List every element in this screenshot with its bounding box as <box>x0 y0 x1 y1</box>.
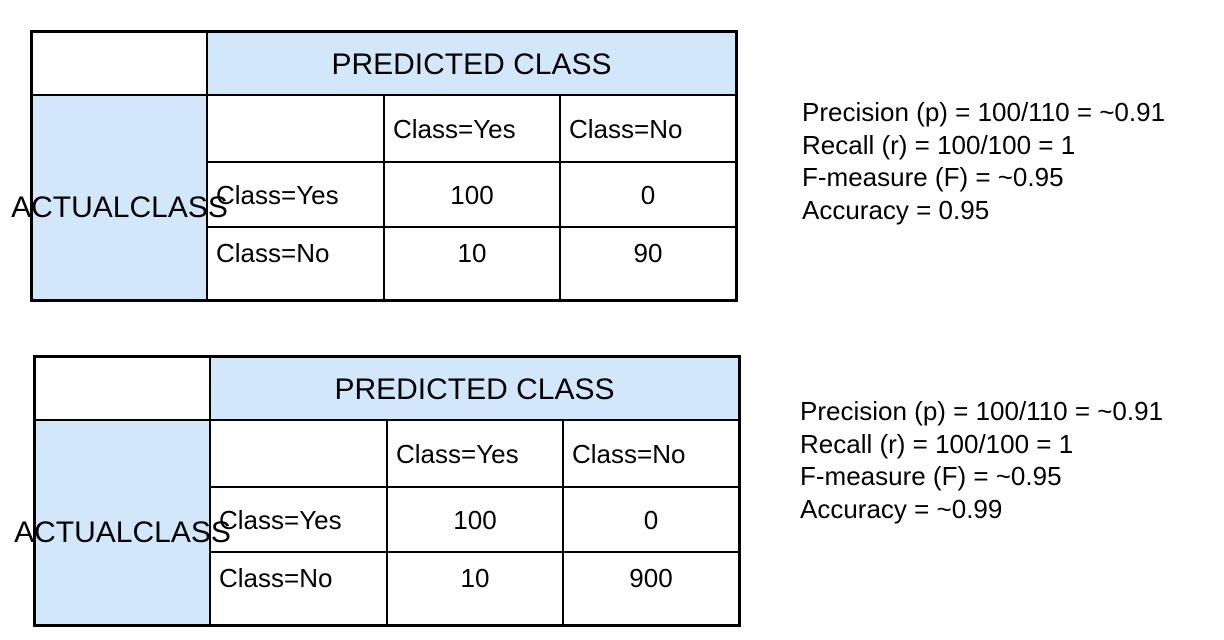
value-yes-yes: 100 <box>388 488 564 553</box>
actual-class-header: ACTUAL CLASS <box>14 421 231 624</box>
blank-cell <box>208 96 385 163</box>
column-header-yes: Class=Yes <box>388 421 564 488</box>
actual-class-header-line2: CLASS <box>129 191 228 224</box>
corner-cell <box>36 358 211 421</box>
value-no-no: 90 <box>633 238 663 268</box>
recall-text: Recall (r) = 100/100 = 1 <box>800 428 1074 459</box>
confusion-matrix-1: PREDICTED CLASS ACTUAL CLASS Class=Yes C… <box>11 30 738 302</box>
metrics-block-2: Precision (p) = 100/110 = ~0.91 Recall (… <box>800 395 1163 525</box>
value-yes-no: 0 <box>564 488 738 553</box>
blank-cell <box>211 421 388 488</box>
actual-class-header-line2: CLASS <box>132 516 231 549</box>
row-header-no: Class=No <box>208 228 385 299</box>
f-measure-text: F-measure (F) = ~0.95 <box>800 461 1062 491</box>
column-header-no: Class=No <box>564 421 738 488</box>
precision-text: Precision (p) = 100/110 = ~0.91 <box>800 396 1164 426</box>
column-header-no: Class=No <box>561 96 735 163</box>
actual-class-header-line1: ACTUAL <box>14 516 133 549</box>
row-header-yes: Class=Yes <box>211 488 388 553</box>
predicted-class-header: PREDICTED CLASS <box>211 358 738 421</box>
precision-text: Precision (p) = 100/110 = ~0.91 <box>802 97 1166 127</box>
predicted-class-header: PREDICTED CLASS <box>208 33 735 96</box>
value-yes-no: 0 <box>561 163 735 228</box>
value-no-yes: 10 <box>385 228 561 299</box>
corner-cell <box>33 33 208 96</box>
recall-text: Recall (r) = 100/100 = 1 <box>802 129 1076 160</box>
f-measure-text: F-measure (F) = ~0.95 <box>802 162 1064 192</box>
metrics-block-1: Precision (p) = 100/110 = ~0.91 Recall (… <box>802 96 1165 226</box>
value-yes-yes: 100 <box>385 163 561 228</box>
column-header-yes: Class=Yes <box>385 96 561 163</box>
value-no-yes: 10 <box>388 553 564 624</box>
accuracy-text: Accuracy = 0.95 <box>802 194 990 225</box>
confusion-matrix-2: PREDICTED CLASS ACTUAL CLASS Class=Yes C… <box>14 355 741 627</box>
row-header-yes: Class=Yes <box>208 163 385 228</box>
actual-class-header: ACTUAL CLASS <box>11 96 228 299</box>
actual-class-header-line1: ACTUAL <box>11 191 130 224</box>
row-header-no: Class=No <box>211 553 388 624</box>
value-no-no: 900 <box>629 563 673 593</box>
accuracy-text: Accuracy = ~0.99 <box>800 493 1003 524</box>
